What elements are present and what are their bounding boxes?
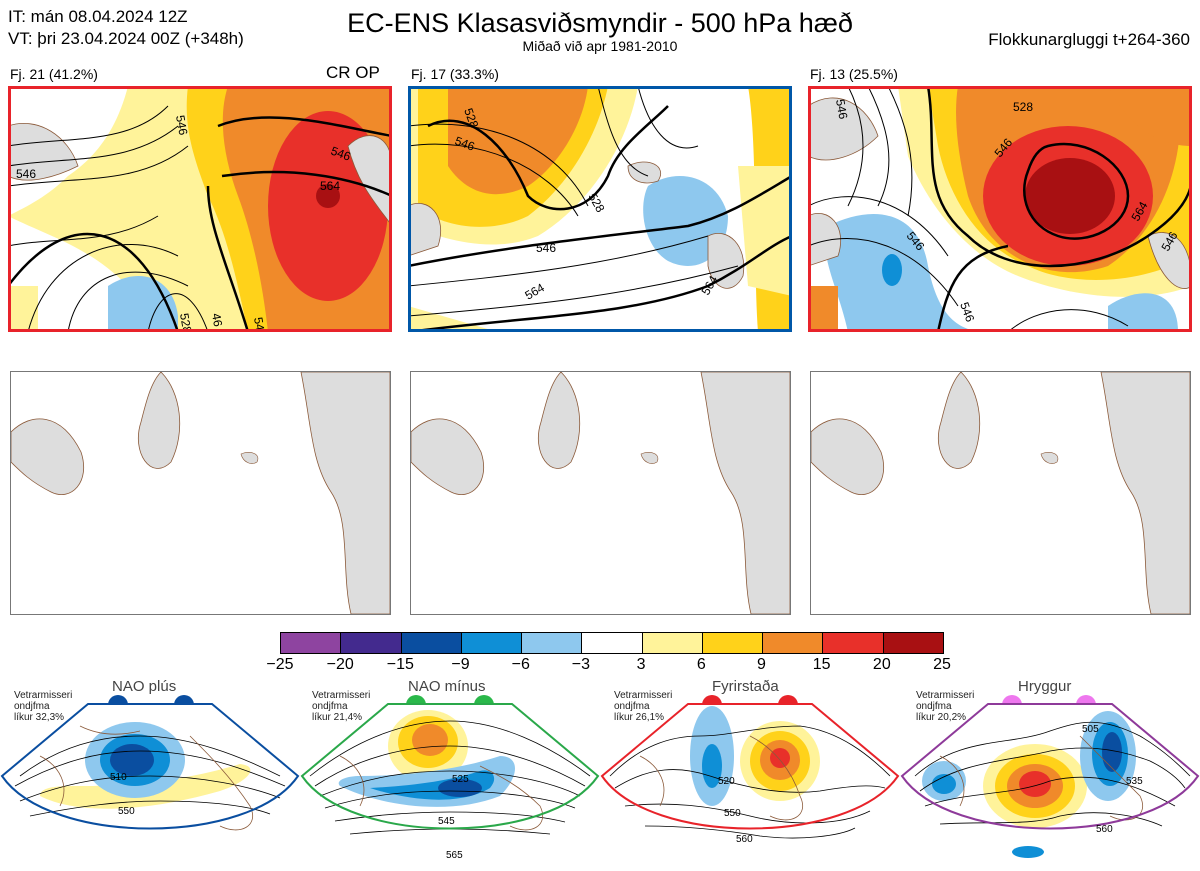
- colorbar-tick-label: −20: [326, 656, 354, 673]
- panel-2-label: Fj. 17 (33.3%): [411, 66, 499, 82]
- colorbar-swatch: [341, 633, 402, 653]
- regime-info-line: Vetrarmisseri: [14, 690, 73, 701]
- regime-title: NAO mínus: [408, 678, 486, 695]
- regime-contour-label: 545: [438, 816, 455, 827]
- blank-map-2: [410, 371, 791, 615]
- panel-1-label: Fj. 21 (41.2%): [10, 66, 98, 82]
- regime-contour-label: 505: [1082, 724, 1099, 735]
- colorbar-tick-label: −25: [266, 656, 294, 673]
- regime-info-line: ondjfma: [312, 701, 348, 712]
- regime-info-line: ondjfma: [916, 701, 952, 712]
- colorbar-swatch: [883, 633, 943, 653]
- colorbar-tick-label: −3: [571, 656, 591, 673]
- panel-3-contour-label: 546: [957, 300, 977, 324]
- colorbar-tick-label: 15: [812, 656, 831, 673]
- regime-info: Vetrarmisseri ondjfma líkur 20,2%: [916, 690, 974, 723]
- vt-line: VT: þri 23.04.2024 00Z (+348h): [8, 29, 244, 48]
- colorbar-tick-label: −9: [451, 656, 470, 673]
- cluster-map-1: 546 564 546 546 528 46 54: [8, 86, 392, 332]
- regime-nao-minus: Vetrarmisseri ondjfma líkur 21,4% NAO mí…: [300, 676, 600, 871]
- cluster-map-2: 546 528 546 564 564 528: [408, 86, 792, 332]
- panel-1-contour-label: 528: [177, 312, 194, 332]
- colorbar-swatch: [642, 633, 703, 653]
- regime-info-line: ondjfma: [14, 701, 50, 712]
- panel-3-frame: [808, 86, 1192, 332]
- regime-contour-label: 550: [724, 808, 741, 819]
- panel-3-contour-label: 528: [1013, 100, 1033, 114]
- regime-info-line: ondjfma: [614, 701, 650, 712]
- page-subtitle: Miðað við apr 1981-2010: [522, 38, 678, 54]
- panel-1-contour-label: 46: [209, 312, 225, 328]
- regime-title: Fyrirstaða: [712, 678, 779, 695]
- colorbar-swatch: [281, 633, 342, 653]
- regime-info-line: líkur 26,1%: [614, 712, 665, 723]
- regime-blocking: Vetrarmisseri ondjfma líkur 26,1% Fyrirs…: [600, 676, 900, 871]
- page-title: EC-ENS Klasasviðsmyndir - 500 hPa hæð: [347, 8, 853, 38]
- panel-1-contour-label: 546: [173, 114, 190, 136]
- regime-info-line: Vetrarmisseri: [916, 690, 975, 701]
- regime-title: NAO plús: [112, 678, 177, 695]
- colorbar-tick-label: 9: [757, 656, 766, 673]
- panel-1-contour-label: 546: [16, 167, 36, 181]
- it-line: IT: mán 08.04.2024 12Z: [8, 7, 188, 26]
- colorbar-swatch: [401, 633, 462, 653]
- regime-contour-label: 565: [446, 850, 463, 861]
- panel-1-contour-label: 546: [329, 144, 353, 164]
- regime-info: Vetrarmisseri ondjfma líkur 26,1%: [614, 690, 672, 723]
- colorbar-tick-label: 6: [696, 656, 706, 673]
- regime-contour-label: 520: [718, 776, 735, 787]
- colorbar-tick-label: 3: [636, 656, 646, 673]
- colorbar-swatch: [461, 633, 523, 653]
- colorbar-swatch: [702, 633, 764, 653]
- regime-nao-plus: Vetrarmisseri ondjfma líkur 32,3% NAO pl…: [0, 676, 300, 871]
- regime-info-line: Vetrarmisseri: [312, 690, 371, 701]
- regime-info: Vetrarmisseri ondjfma líkur 21,4%: [312, 690, 370, 723]
- panel-1-contour-label: 564: [320, 179, 340, 193]
- regime-info-line: líkur 20,2%: [916, 712, 967, 723]
- colorbar-tick-label: 25: [933, 656, 951, 673]
- colorbar-swatch: [522, 633, 583, 653]
- blank-map-3: [810, 371, 1191, 615]
- panel-1-contour-label: 54: [251, 316, 267, 332]
- colorbar-swatch: [582, 633, 643, 653]
- panel-1-frame: [8, 86, 392, 332]
- panel-2-contour-label: 528: [461, 106, 481, 130]
- blank-map-1: [10, 371, 391, 615]
- panel-2-frame: [408, 86, 792, 332]
- regime-contour-label: 510: [110, 772, 127, 783]
- regime-info-line: líkur 21,4%: [312, 712, 363, 723]
- regime-contour-label: 550: [118, 806, 135, 817]
- colorbar-swatch: [823, 633, 884, 653]
- panel-2-contour-label: 546: [453, 134, 477, 154]
- header-info: IT: mán 08.04.2024 12Z VT: þri 23.04.202…: [8, 6, 244, 50]
- panel-2-contour-label: 546: [536, 241, 556, 255]
- regime-contour-label: 525: [452, 774, 469, 785]
- regime-contour-label: 560: [1096, 824, 1113, 835]
- cluster-map-3: 528 546 546 546 564 546 546: [808, 86, 1192, 332]
- regime-info-line: Vetrarmisseri: [614, 690, 673, 701]
- regime-contour-label: 535: [1126, 776, 1143, 787]
- colorbar-swatch: [763, 633, 824, 653]
- classification-window: Flokkunargluggi t+264-360: [988, 30, 1190, 49]
- regime-title: Hryggur: [1018, 678, 1072, 695]
- colorbar-tick-label: −6: [511, 656, 530, 673]
- regime-info: Vetrarmisseri ondjfma líkur 32,3%: [14, 690, 72, 723]
- colorbar-tick-label: −15: [386, 656, 414, 673]
- regime-contour-label: 560: [736, 834, 753, 845]
- anomaly-colorbar: [280, 632, 944, 654]
- panel-1-tag: CR OP: [326, 63, 380, 82]
- colorbar-tick-label: 20: [872, 656, 891, 673]
- panel-3-label: Fj. 13 (25.5%): [810, 66, 898, 82]
- panel-3-contour-label: 546: [833, 98, 850, 120]
- regime-info-line: líkur 32,3%: [14, 712, 65, 723]
- regime-ridge: Vetrarmisseri ondjfma líkur 20,2% Hryggu…: [900, 676, 1200, 871]
